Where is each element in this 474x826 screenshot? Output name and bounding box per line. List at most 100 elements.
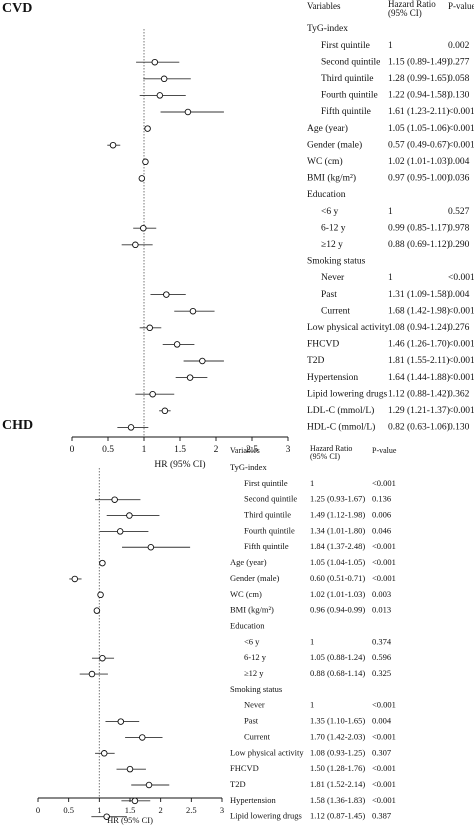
p-value-label: 0.362: [448, 389, 470, 399]
x-tick-label: 0.5: [63, 805, 74, 815]
p-value-label: 0.277: [448, 57, 470, 67]
hr-ci-label: 1.35 (1.10-1.65): [310, 716, 365, 726]
variable-label: Lipid lowering drugs: [307, 389, 388, 399]
p-value-label: 0.596: [372, 652, 391, 662]
p-value-label: 0.527: [448, 207, 470, 217]
x-tick-label: 1: [142, 445, 147, 455]
p-value-label: 0.374: [372, 636, 392, 646]
p-value-label: 0.290: [448, 240, 470, 250]
x-tick-label: 3: [220, 805, 224, 815]
p-value-label: 0.003: [372, 589, 391, 599]
hr-point: [97, 591, 104, 599]
variable-label: Hypertension: [307, 373, 358, 383]
hr-ci-label: 1.58 (1.36-1.83): [310, 795, 365, 805]
hr-ci-label: 1.12 (0.88-1.42): [388, 388, 450, 399]
p-value-label: <0.001: [448, 124, 474, 134]
hr-ci-label: 1.29 (1.21-1.37): [388, 405, 450, 416]
variable-label: T2D: [307, 356, 325, 366]
hr-point: [100, 750, 108, 757]
sub-variable-label: Never: [321, 273, 345, 283]
hr-point: [142, 158, 149, 166]
hr-ci-label: 0.82 (0.63-1.06): [388, 422, 450, 433]
hr-ci-label: 1: [388, 41, 393, 51]
hr-ci-label: 0.57 (0.49-0.67): [388, 139, 450, 150]
p-value-label: 0.130: [448, 91, 470, 101]
variable-label: TyG-index: [230, 462, 267, 472]
p-value-label: 0.058: [448, 74, 470, 84]
sub-variable-label: Third quintile: [244, 510, 291, 520]
p-value-label: 0.046: [372, 525, 391, 535]
hr-ci-label: 1.61 (1.23-2.11): [388, 106, 449, 117]
x-tick-label: 0.5: [102, 445, 114, 455]
sub-variable-label: Second quintile: [321, 57, 380, 67]
p-value-label: <0.001: [448, 406, 474, 416]
hr-ci-label: 1.28 (0.99-1.65): [388, 73, 450, 84]
hr-point: [117, 718, 125, 725]
hr-ci-label: 1: [388, 273, 393, 283]
column-header: Variables: [307, 1, 341, 11]
x-tick-label: 2.5: [246, 445, 258, 455]
hr-ci-label: 1: [388, 207, 393, 217]
hr-ci-label: 1.05 (0.88-1.24): [310, 652, 365, 662]
p-value-label: <0.001: [372, 541, 396, 551]
variable-label: FHCVD: [230, 763, 259, 773]
hr-point: [144, 125, 151, 132]
x-tick-label: 2.5: [186, 805, 197, 815]
variable-label: Lipid lowering drugs: [230, 811, 302, 821]
variable-label: Low physical activity: [307, 323, 390, 333]
hr-ci-label: 0.88 (0.68-1.14): [310, 668, 365, 678]
hr-point: [99, 654, 106, 662]
p-value-label: <0.001: [372, 795, 396, 805]
sub-variable-label: First quintile: [244, 478, 288, 488]
hr-point: [99, 559, 106, 567]
variable-label: Gender (male): [230, 573, 279, 583]
hr-point: [71, 575, 79, 583]
p-value-label: <0.001: [448, 107, 474, 117]
hr-point: [145, 781, 153, 789]
p-value-label: 0.004: [372, 716, 392, 726]
column-header-box: P-value: [448, 1, 474, 11]
column-header: P-value: [372, 446, 397, 455]
hr-ci-label: 1.02 (1.01-1.03): [388, 156, 450, 167]
hr-ci-label: 0.97 (0.95-1.00): [388, 173, 450, 184]
sub-variable-label: 6-12 y: [321, 223, 346, 233]
hr-point: [138, 175, 146, 182]
hr-point: [109, 141, 117, 149]
hr-point: [139, 734, 146, 741]
hr-point: [186, 374, 194, 381]
x-tick-label: 1.5: [174, 445, 186, 455]
sub-variable-label: Fourth quintile: [244, 525, 295, 535]
hr-ci-label: 1.84 (1.37-2.48): [310, 541, 365, 551]
p-value-label: 0.002: [448, 41, 470, 51]
hr-ci-label: 1.02 (1.01-1.03): [310, 589, 365, 599]
p-value-label: <0.001: [372, 557, 396, 567]
variable-label: FHCVD: [307, 340, 339, 350]
hr-point: [132, 241, 139, 249]
hr-ci-label: 1.31 (1.09-1.58): [388, 289, 450, 300]
variable-label: Education: [307, 190, 346, 200]
hr-ci-label: 0.60 (0.51-0.71): [310, 573, 365, 583]
p-value-label: <0.001: [448, 373, 474, 383]
x-tick-label: 0: [70, 445, 75, 455]
hr-point: [103, 813, 110, 820]
variable-label: Age (year): [307, 123, 348, 134]
sub-variable-label: First quintile: [321, 41, 370, 51]
hr-point: [126, 512, 133, 519]
variable-label: BMI (kg/m²): [230, 605, 274, 615]
p-value-label: 0.013: [372, 605, 391, 615]
hr-ci-label: 1: [310, 478, 314, 488]
x-axis-label: HR (95% CI): [154, 459, 205, 470]
p-value-label: 0.325: [372, 668, 391, 678]
x-tick-label: 2: [214, 445, 219, 455]
hr-point: [147, 544, 155, 551]
column-header: Variables: [230, 446, 260, 455]
hr-ci-label: 1.22 (0.94-1.58): [388, 90, 450, 101]
p-value-label: 0.036: [448, 174, 470, 184]
p-value-label: <0.001: [372, 573, 396, 583]
sub-variable-label: ≥12 y: [321, 240, 343, 250]
column-header-box: Variables: [307, 1, 341, 11]
x-tick-label: 1.5: [125, 805, 136, 815]
hr-ci-label: 1.68 (1.42-1.98): [388, 305, 450, 316]
variable-label: Low physical activity: [230, 747, 304, 757]
